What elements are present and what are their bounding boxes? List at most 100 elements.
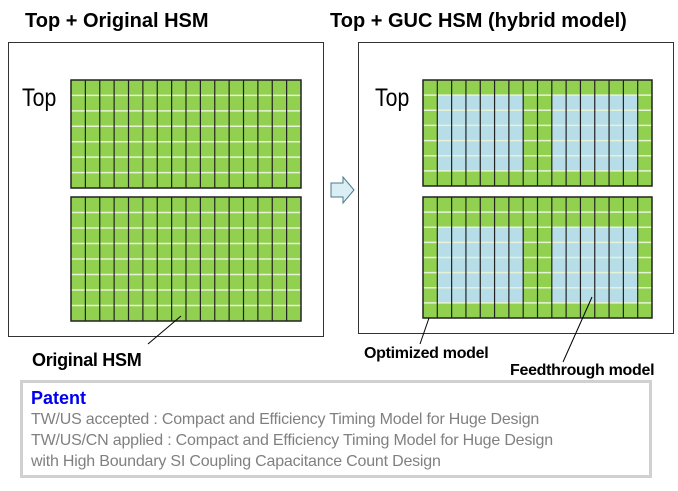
- block-cell: [229, 212, 244, 228]
- block-cell: [523, 125, 538, 141]
- block-cell: [200, 126, 215, 142]
- hybrid-hsm-top-block: [422, 79, 653, 187]
- feedthrough-cell: [551, 257, 567, 273]
- block-cell: [214, 243, 230, 259]
- block-cell: [537, 227, 552, 243]
- block-cell: [171, 172, 186, 188]
- feedthrough-cell: [465, 95, 481, 111]
- feedthrough-cell: [609, 257, 624, 273]
- block-cell: [637, 80, 652, 96]
- block-cell: [157, 274, 172, 290]
- block-cell: [186, 126, 201, 142]
- block-cell: [423, 302, 438, 318]
- block-cell: [423, 80, 438, 96]
- block-cell: [286, 290, 301, 306]
- block-cell: [551, 80, 567, 96]
- feedthrough-cell: [437, 140, 452, 156]
- feedthrough-cell: [494, 287, 509, 303]
- original-hsm-label: Original HSM: [32, 350, 142, 370]
- feedthrough-cell: [594, 95, 610, 111]
- feedthrough-cell: [594, 227, 610, 243]
- feedthrough-cell: [551, 242, 567, 258]
- patent-box: Patent TW/US accepted : Compact and Effi…: [20, 380, 652, 478]
- block-cell: [609, 170, 624, 186]
- block-cell: [171, 126, 186, 142]
- block-cell: [257, 157, 273, 173]
- block-cell: [609, 80, 624, 96]
- block-cell: [99, 126, 115, 142]
- block-cell: [286, 197, 301, 213]
- block-cell: [128, 197, 143, 213]
- block-cell: [272, 243, 287, 259]
- feedthrough-cell: [623, 125, 638, 141]
- block-cell: [537, 125, 552, 141]
- feedthrough-cell: [451, 227, 466, 243]
- feedthrough-cell: [580, 95, 595, 111]
- block-cell: [114, 80, 129, 96]
- block-cell: [71, 305, 86, 321]
- block-cell: [157, 95, 172, 111]
- feedthrough-cell: [580, 242, 595, 258]
- block-cell: [85, 126, 100, 142]
- feedthrough-cell: [494, 155, 509, 171]
- feedthrough-cell: [566, 110, 581, 126]
- block-cell: [99, 172, 115, 188]
- block-cell: [257, 243, 273, 259]
- block-cell: [157, 212, 172, 228]
- feedthrough-cell: [494, 125, 509, 141]
- block-cell: [229, 243, 244, 259]
- patent-heading: Patent: [31, 388, 87, 408]
- block-cell: [537, 170, 552, 186]
- block-cell: [609, 302, 624, 318]
- block-cell: [142, 197, 158, 213]
- feedthrough-cell: [451, 272, 466, 288]
- block-cell: [186, 95, 201, 111]
- block-cell: [423, 257, 438, 273]
- block-cell: [272, 172, 287, 188]
- block-cell: [566, 212, 581, 228]
- feedthrough-cell: [566, 95, 581, 111]
- block-cell: [286, 80, 301, 96]
- block-cell: [609, 212, 624, 228]
- block-cell: [494, 212, 509, 228]
- block-cell: [71, 228, 86, 244]
- feedthrough-cell: [580, 110, 595, 126]
- block-cell: [114, 95, 129, 111]
- block-cell: [566, 80, 581, 96]
- block-cell: [437, 302, 452, 318]
- block-cell: [142, 110, 158, 127]
- block-cell: [200, 212, 215, 228]
- block-cell: [451, 212, 466, 228]
- block-cell: [214, 197, 230, 213]
- feedthrough-cell: [551, 155, 567, 171]
- block-cell: [272, 141, 287, 158]
- block-cell: [142, 290, 158, 306]
- block-cell: [142, 126, 158, 142]
- block-cell: [186, 172, 201, 188]
- block-cell: [494, 197, 509, 213]
- block-cell: [580, 212, 595, 228]
- block-cell: [423, 272, 438, 288]
- block-cell: [157, 259, 172, 275]
- block-cell: [85, 290, 100, 306]
- block-cell: [637, 170, 652, 186]
- block-cell: [114, 141, 129, 158]
- block-cell: [437, 197, 452, 213]
- block-cell: [594, 302, 610, 318]
- feedthrough-cell: [623, 155, 638, 171]
- feedthrough-cell: [465, 242, 481, 258]
- block-cell: [142, 212, 158, 228]
- block-cell: [537, 80, 552, 96]
- block-cell: [229, 259, 244, 275]
- block-cell: [523, 212, 538, 228]
- feedthrough-cell: [551, 140, 567, 156]
- feedthrough-cell: [580, 125, 595, 141]
- block-cell: [272, 228, 287, 244]
- feedthrough-cell: [451, 257, 466, 273]
- block-cell: [214, 172, 230, 188]
- original-hsm-bottom-block: [70, 196, 302, 322]
- feedthrough-cell: [551, 227, 567, 243]
- block-cell: [71, 141, 86, 158]
- block-cell: [71, 274, 86, 290]
- block-cell: [128, 290, 143, 306]
